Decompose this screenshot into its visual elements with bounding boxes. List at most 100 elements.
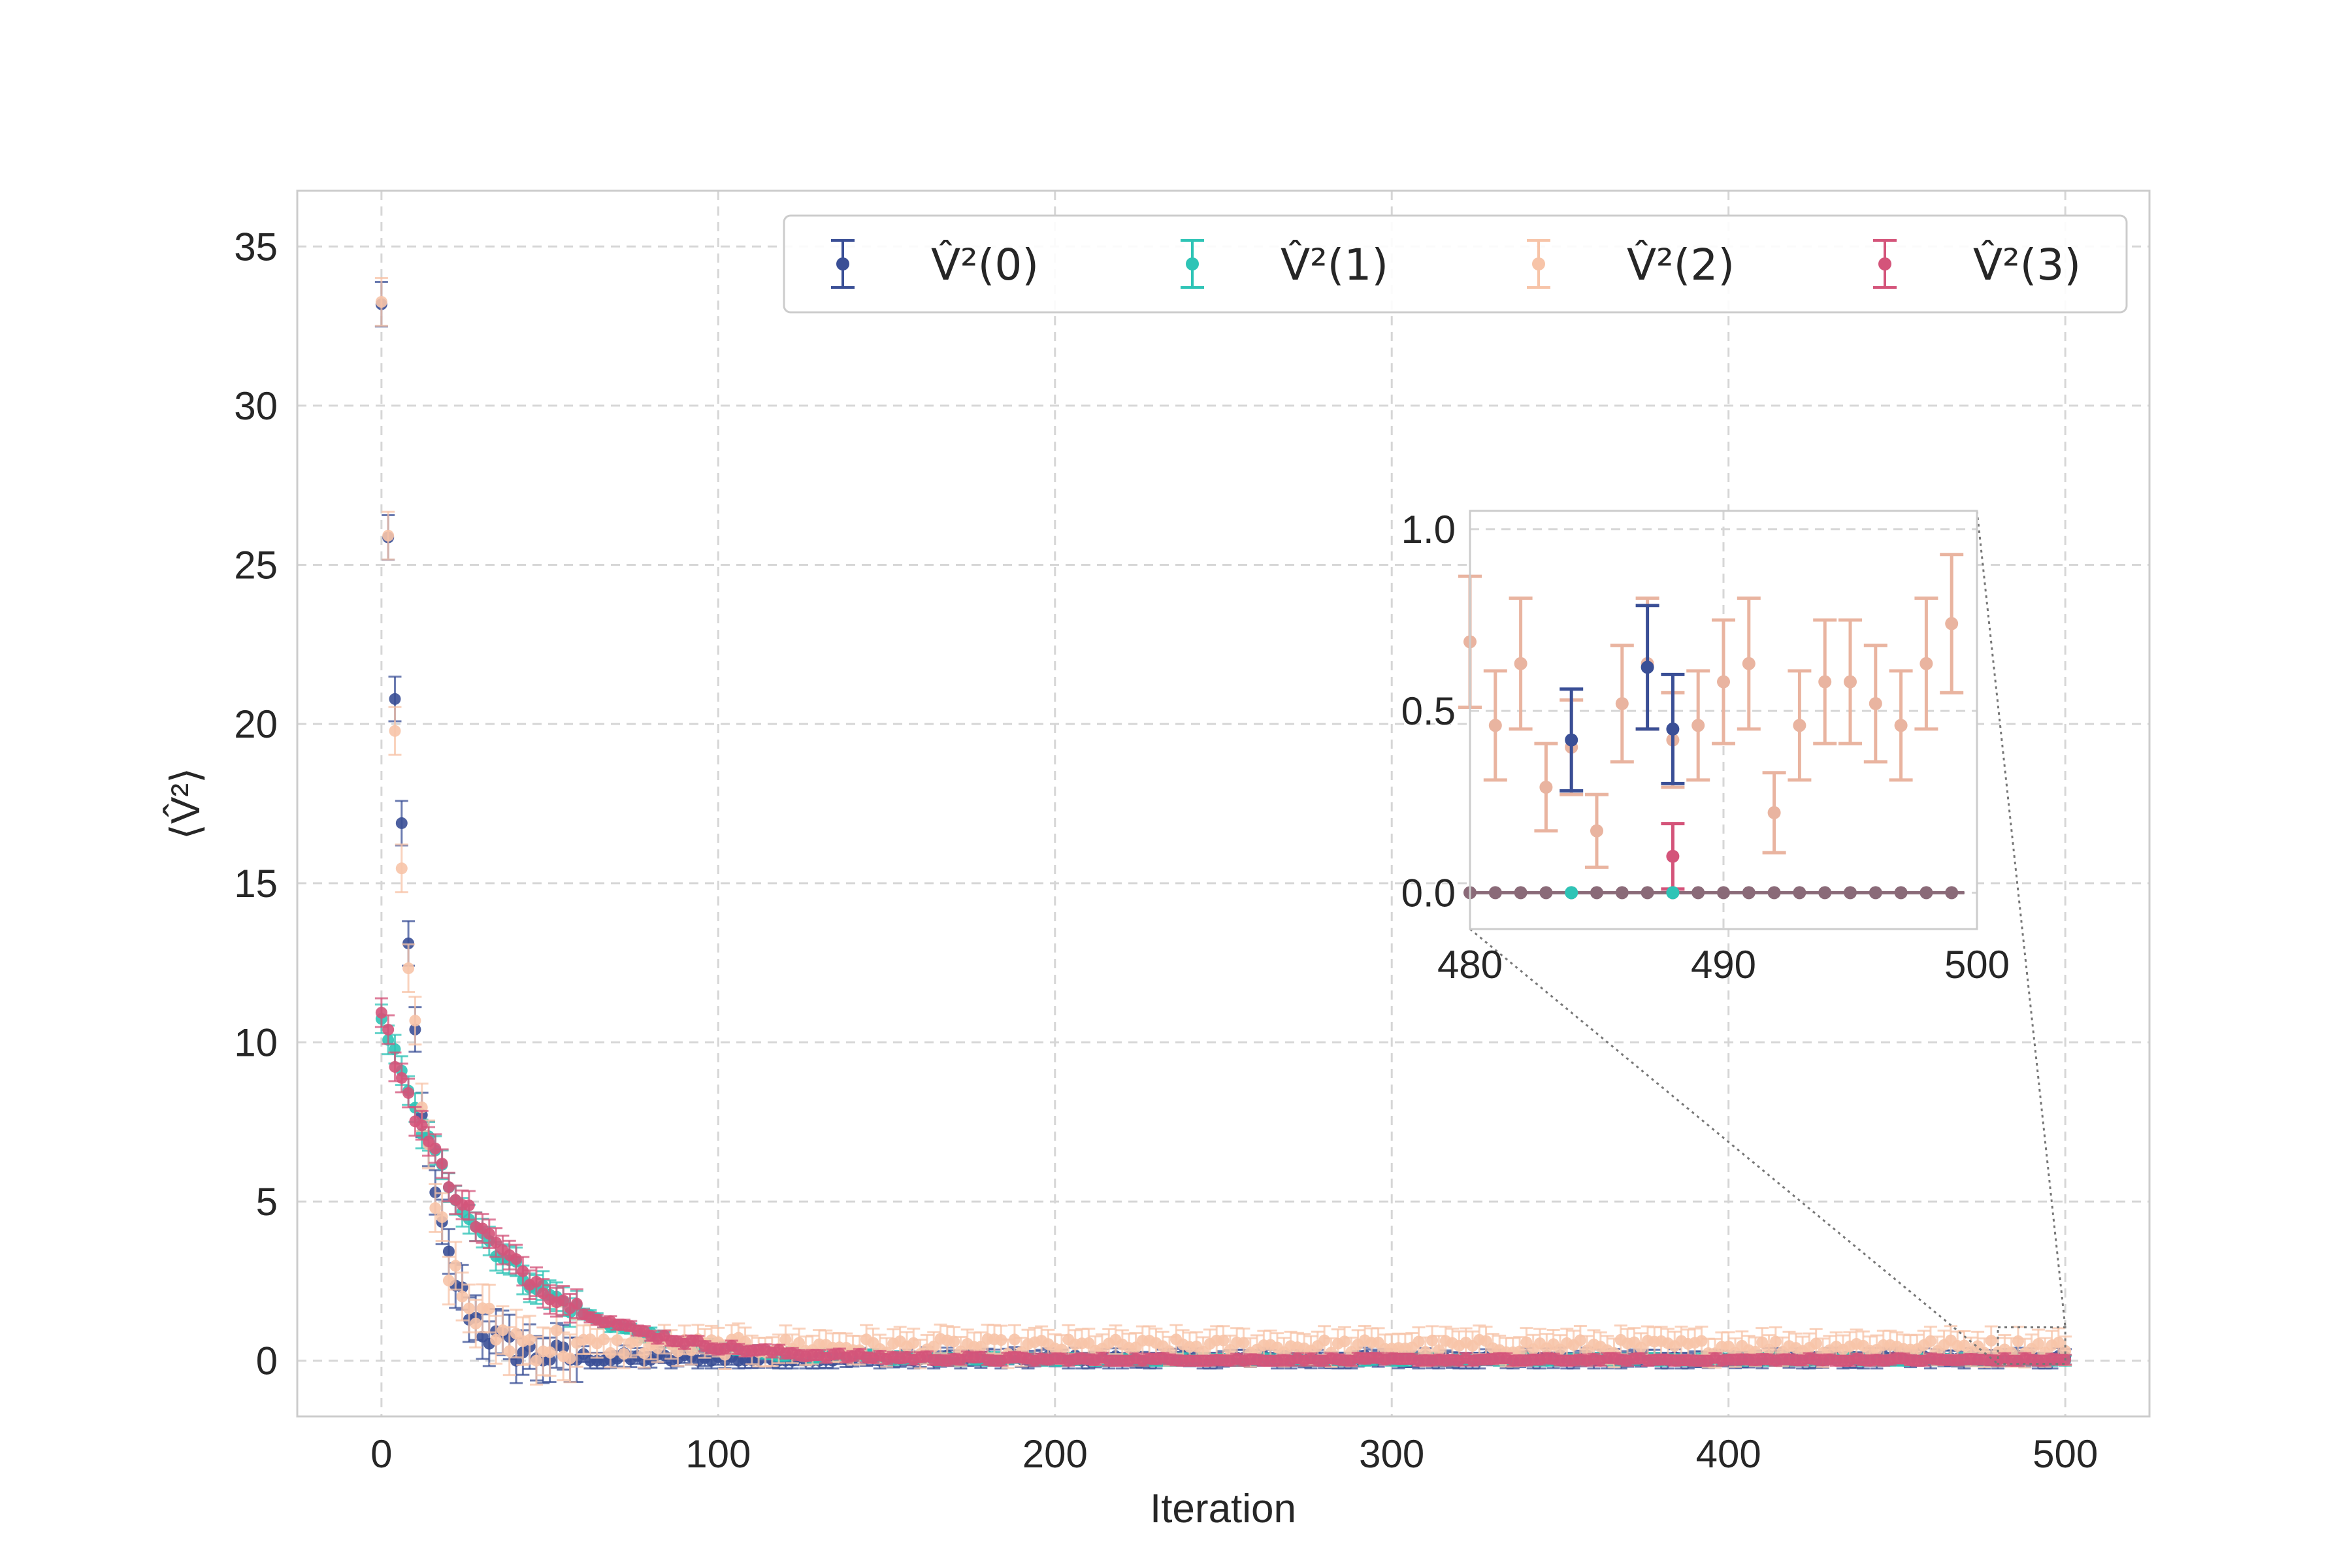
- inset-data-point: [1691, 719, 1705, 732]
- legend-label: V̂²(2): [1627, 239, 1735, 290]
- data-point: [550, 1324, 563, 1337]
- y-tick-label: 5: [256, 1180, 278, 1224]
- inset-data-point: [1565, 886, 1578, 900]
- inset-data-point: [1717, 675, 1730, 689]
- inset-data-point: [1666, 886, 1680, 900]
- y-tick-label: 15: [234, 862, 278, 906]
- inset-y-tick-label: 0.0: [1401, 871, 1456, 915]
- inset-data-point: [1514, 886, 1527, 900]
- inset-data-point: [1590, 886, 1603, 900]
- data-point: [523, 1333, 536, 1346]
- y-tick-label: 10: [234, 1021, 278, 1064]
- inset-data-point: [1767, 806, 1781, 819]
- inset-data-point: [1742, 657, 1756, 670]
- data-point: [402, 962, 415, 975]
- data-point: [1433, 1344, 1445, 1356]
- data-point: [544, 1346, 556, 1358]
- data-point: [928, 1340, 940, 1352]
- data-point: [793, 1337, 806, 1349]
- x-tick-label: 500: [2033, 1432, 2098, 1476]
- legend-marker-dot: [1878, 257, 1891, 270]
- data-point: [436, 1211, 448, 1223]
- data-point: [429, 1202, 442, 1215]
- data-point: [2052, 1336, 2065, 1348]
- data-point: [604, 1347, 617, 1359]
- data-point: [389, 725, 401, 737]
- legend-label: V̂²(3): [1973, 239, 2081, 290]
- legend-label: V̂²(1): [1281, 239, 1388, 290]
- x-tick-label: 300: [1359, 1432, 1424, 1476]
- inset-series-3: [1661, 822, 1685, 891]
- inset-data-point: [1641, 886, 1654, 900]
- y-tick-label: 35: [234, 225, 278, 269]
- data-point: [497, 1324, 509, 1337]
- data-point: [382, 529, 395, 542]
- y-tick-label: 0: [256, 1339, 278, 1383]
- inset-data-point: [1945, 617, 1959, 630]
- data-point: [1985, 1335, 1997, 1347]
- inset-data-point: [1539, 780, 1553, 794]
- legend-marker-dot: [836, 257, 849, 270]
- inset-data-point: [1844, 675, 1857, 689]
- inset-data-point: [1818, 675, 1832, 689]
- inset-data-point: [1590, 824, 1603, 838]
- data-point: [375, 1006, 387, 1019]
- inset-data-point: [1666, 849, 1680, 863]
- data-point: [517, 1265, 529, 1277]
- data-point: [1426, 1334, 1439, 1347]
- data-point: [779, 1333, 792, 1346]
- data-point: [1197, 1345, 1209, 1358]
- inset-x-tick-label: 500: [1944, 943, 2010, 987]
- inset-data-point: [1539, 886, 1553, 900]
- y-tick-label: 30: [234, 384, 278, 428]
- x-tick-label: 100: [685, 1432, 751, 1476]
- data-point: [490, 1236, 502, 1249]
- data-point: [2032, 1338, 2044, 1350]
- inset-series-1: [1565, 886, 1680, 900]
- inset-plot-series: [1458, 553, 1965, 900]
- inset-data-point: [1488, 886, 1502, 900]
- data-point: [416, 1119, 428, 1132]
- data-point: [395, 862, 408, 875]
- legend: V̂²(0) V̂²(1) V̂²(2) V̂²(3): [831, 239, 2081, 290]
- main-plot-series: [374, 276, 2072, 1386]
- inset-data-point: [1869, 886, 1882, 900]
- inset-data-point: [1666, 722, 1680, 736]
- inset-data-point: [1844, 886, 1857, 900]
- data-point: [395, 1071, 408, 1084]
- data-point: [638, 1347, 650, 1360]
- inset-data-point: [1793, 886, 1806, 900]
- data-point: [375, 296, 387, 308]
- inset-data-point: [1615, 886, 1629, 900]
- data-point: [402, 937, 415, 949]
- data-point: [557, 1294, 570, 1307]
- data-point: [389, 693, 401, 705]
- data-point: [1810, 1337, 1822, 1350]
- data-point: [530, 1354, 542, 1367]
- legend-marker-dot: [1186, 257, 1199, 270]
- inset-data-point: [1565, 733, 1578, 747]
- data-point: [449, 1260, 462, 1272]
- inset-y-tick-label: 1.0: [1401, 508, 1456, 551]
- data-point: [503, 1345, 515, 1358]
- data-point: [598, 1333, 610, 1346]
- inset-data-point: [1919, 886, 1933, 900]
- x-tick-label: 0: [370, 1432, 392, 1476]
- data-point: [1924, 1335, 1936, 1347]
- data-point: [510, 1328, 523, 1340]
- inset-series-0: [1560, 604, 1685, 793]
- data-point: [564, 1352, 576, 1365]
- inset-data-point: [1919, 657, 1933, 670]
- data-point: [975, 1341, 987, 1353]
- data-point: [1769, 1335, 1782, 1348]
- data-point: [483, 1302, 495, 1315]
- legend-label: V̂²(0): [931, 239, 1039, 290]
- data-point: [1574, 1334, 1586, 1347]
- inset-data-point: [1691, 886, 1705, 900]
- inset-tick-labels: 480 490 500 0.0 0.5 1.0: [1401, 508, 2010, 987]
- data-point: [463, 1199, 475, 1211]
- series-3: [374, 997, 2072, 1367]
- zoom-connector: [1469, 928, 1999, 1365]
- data-point: [1083, 1337, 1095, 1349]
- data-point: [382, 1023, 395, 1036]
